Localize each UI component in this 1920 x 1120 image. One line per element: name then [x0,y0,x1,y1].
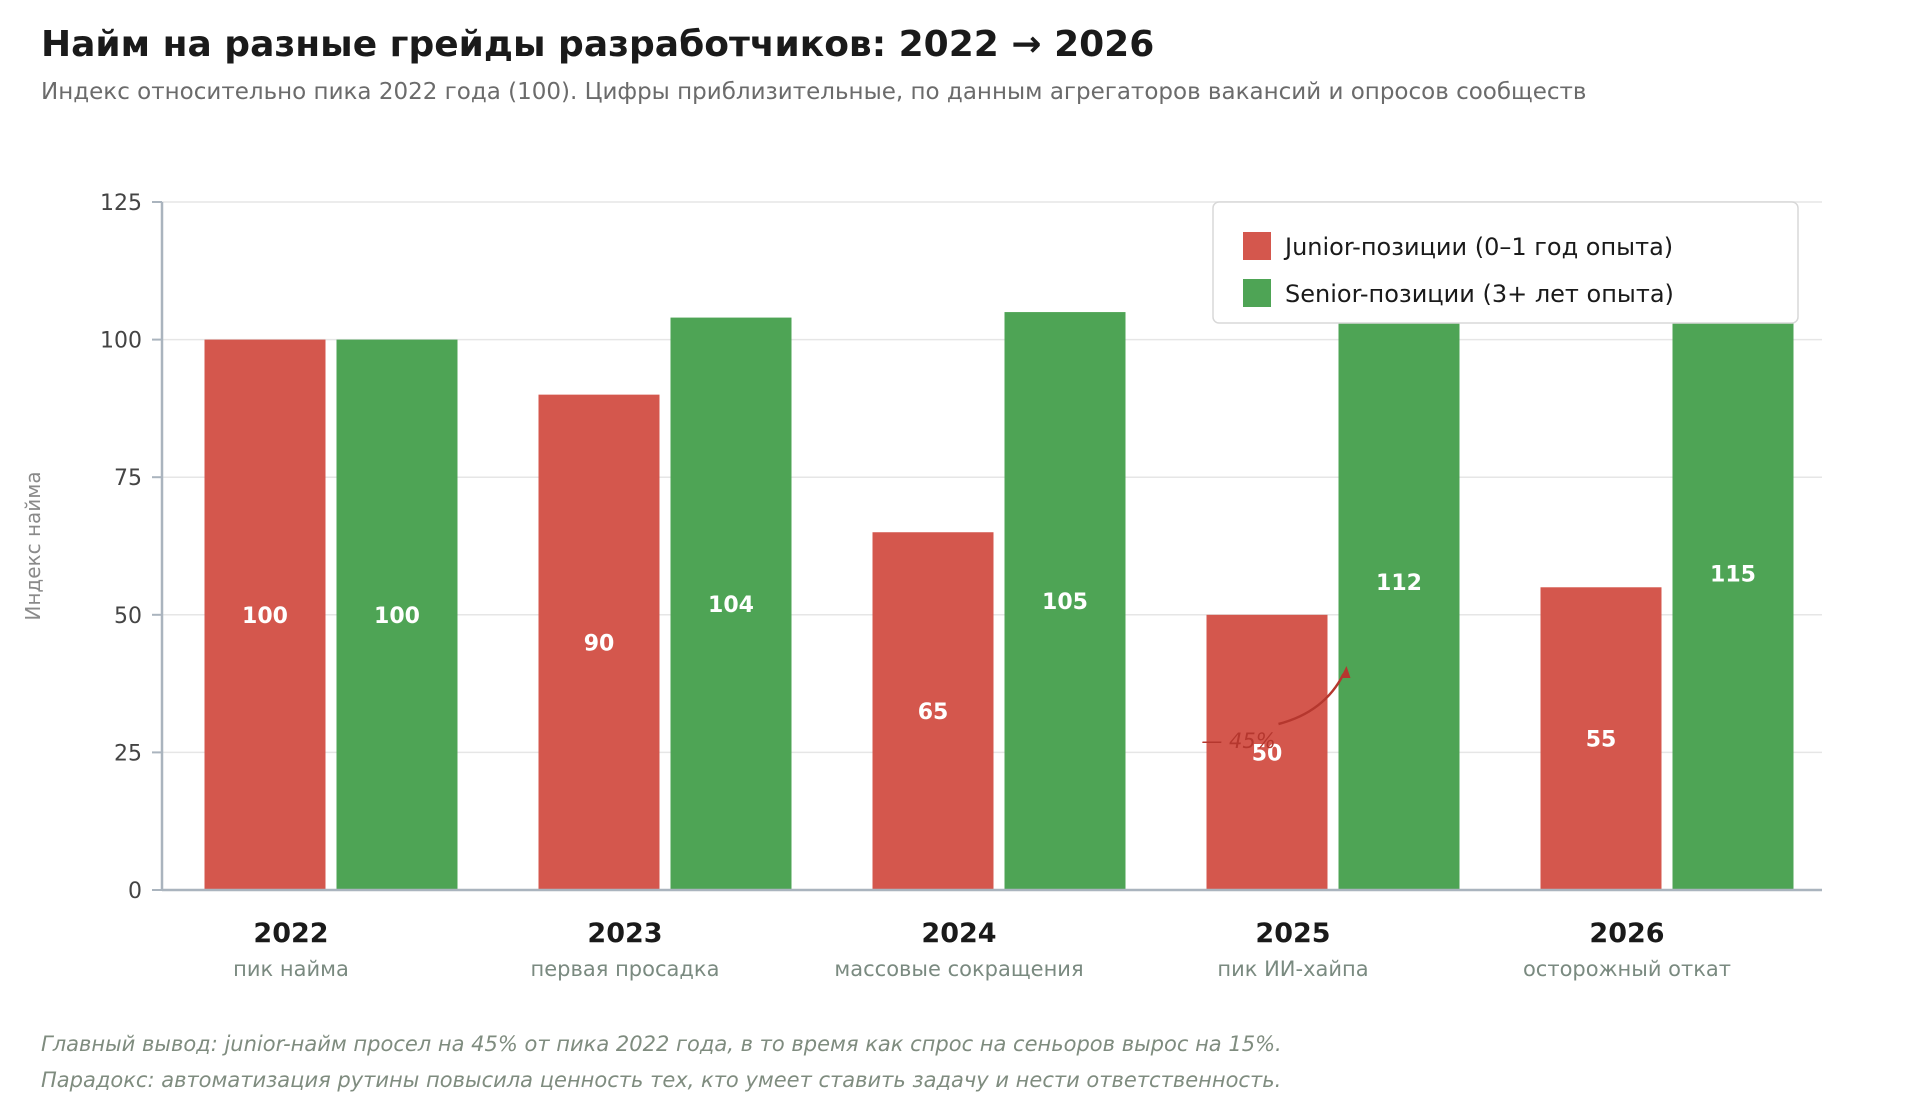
footer-note-paradox: Парадокс: автоматизация рутины повысила … [41,1068,1282,1092]
y-tick-label: 25 [114,741,142,766]
bar-value-label: 65 [918,700,949,725]
legend-label-junior: Junior-позиции (0–1 год опыта) [1283,233,1673,261]
x-tick-label: 2022 [253,918,328,949]
bar-value-label: 100 [374,604,420,629]
bar-senior [670,317,792,891]
legend-swatch-senior [1243,279,1271,307]
bar-value-label: 105 [1042,590,1088,615]
y-tick-label: 75 [114,466,142,491]
bar-junior [872,532,994,890]
bar-senior [1338,273,1460,890]
x-tick-sublabel: пик найма [233,957,349,981]
x-tick-sublabel: пик ИИ-хайпа [1217,957,1368,981]
bar-value-label: 112 [1376,571,1422,596]
legend-swatch-junior [1243,232,1271,260]
y-tick-label: 100 [100,329,142,354]
bar-value-label: 90 [584,631,615,656]
y-tick-label: 125 [100,191,142,216]
legend-label-senior: Senior-позиции (3+ лет опыта) [1285,280,1674,308]
bar-value-label: 55 [1586,728,1617,753]
bar-senior [336,339,458,891]
bar-junior [1540,587,1662,890]
bar-senior [1672,257,1794,890]
legend-box [1212,201,1799,324]
y-tick-label: 50 [114,604,142,629]
x-tick-label: 2025 [1255,918,1330,949]
bar-value-label: 50 [1252,741,1283,766]
bar-junior [1206,614,1328,890]
annotation-label: — 45% [1201,729,1275,753]
x-tick-label: 2026 [1589,918,1664,949]
chart-subtitle: Индекс относительно пика 2022 года (100)… [41,79,1587,105]
x-tick-label: 2024 [921,918,996,949]
x-tick-sublabel: массовые сокращения [834,957,1083,981]
x-tick-sublabel: первая просадка [531,957,720,981]
bar-value-label: 100 [242,604,288,629]
annotation-arrowhead [1340,666,1351,678]
bar-senior [1004,312,1126,891]
annotation-arrow [1278,673,1345,726]
bar-junior [538,394,660,890]
chart-title: Найм на разные грейды разработчиков: 202… [41,24,1155,65]
bar-value-label: 115 [1710,563,1756,588]
x-tick-label: 2023 [587,918,662,949]
y-tick-label: 0 [128,879,142,904]
bar-value-label: 104 [708,593,754,618]
footer-note-conclusion: Главный вывод: junior-найм просел на 45%… [41,1032,1282,1056]
bar-junior [204,339,326,891]
y-axis-label: Индекс найма [21,471,45,620]
x-tick-sublabel: осторожный откат [1523,957,1731,981]
